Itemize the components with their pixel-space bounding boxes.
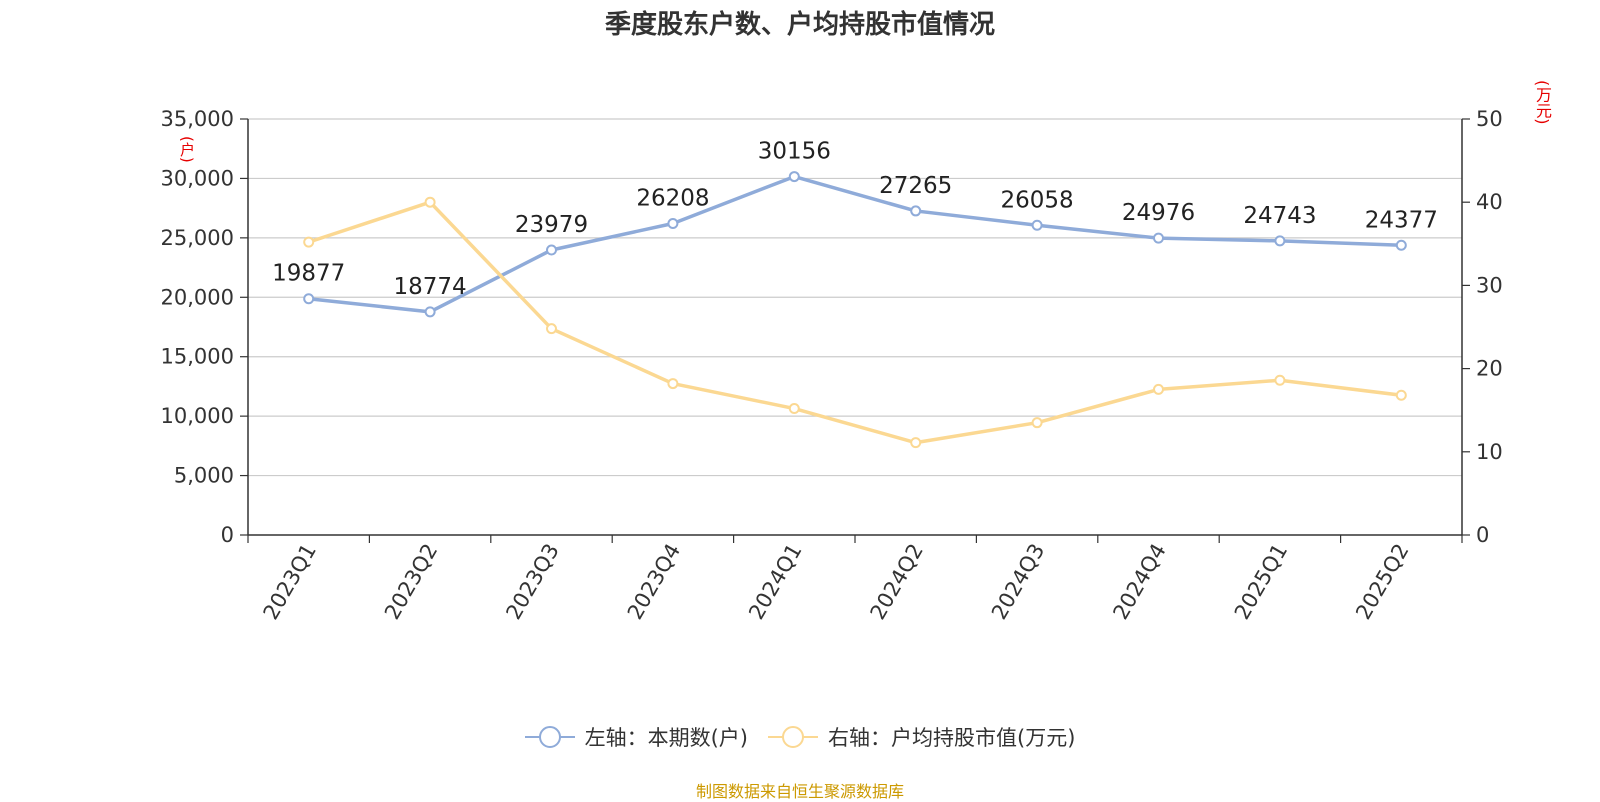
series-line-left	[308, 174, 1402, 314]
x-axis-tick-label: 2024Q4	[1108, 540, 1170, 624]
data-point-left	[1274, 235, 1286, 247]
data-label: 26058	[1001, 187, 1074, 213]
data-label: 24377	[1365, 207, 1438, 233]
legend: 左轴：本期数(户) 右轴：户均持股市值(万元)	[0, 722, 1600, 752]
data-point-left	[1395, 239, 1407, 251]
legend-right-series-label: 右轴：户均持股市值(万元)	[828, 726, 1076, 750]
left-axis-tick-label: 0	[221, 523, 234, 547]
data-label: 23979	[515, 212, 588, 238]
left-axis-tick-label: 30,000	[161, 166, 234, 190]
data-label: 24743	[1243, 203, 1316, 229]
legend-left-series-icon	[524, 725, 575, 749]
right-axis-unit: (万元)	[1533, 80, 1552, 125]
data-label: 30156	[758, 139, 831, 165]
data-point-left	[667, 217, 679, 229]
data-label: 27265	[879, 173, 952, 199]
right-axis-tick-label: 10	[1476, 440, 1503, 464]
data-point-right	[1031, 417, 1043, 429]
right-axis-tick-label: 20	[1476, 357, 1503, 381]
right-axis-tick-label: 50	[1476, 107, 1503, 131]
data-point-right	[424, 196, 436, 208]
data-label: 26208	[636, 185, 709, 211]
right-axis-tick-label: 30	[1476, 273, 1503, 297]
data-point-left	[1031, 219, 1043, 231]
x-axis-tick-label: 2023Q2	[380, 540, 442, 624]
x-axis-tick-label: 2025Q1	[1230, 540, 1292, 624]
data-point-right	[788, 403, 800, 415]
legend-item-right-series[interactable]: 右轴：户均持股市值(万元)	[768, 722, 1075, 752]
data-point-right	[910, 437, 922, 449]
data-point-right	[1153, 383, 1164, 395]
x-axis-tick-label: 2023Q3	[501, 540, 563, 624]
x-axis-tick-label: 2024Q3	[987, 540, 1049, 624]
data-point-right	[303, 236, 315, 248]
legend-item-left-series[interactable]: 左轴：本期数(户)	[524, 722, 748, 752]
left-axis-tick-label: 15,000	[161, 345, 234, 369]
left-axis-unit: (户)	[178, 136, 196, 163]
legend-right-series-icon	[768, 725, 818, 749]
series-line-right	[308, 200, 1402, 445]
legend-left-series-label: 左轴：本期数(户)	[584, 726, 748, 750]
data-point-left	[546, 244, 557, 256]
data-point-left	[788, 171, 800, 183]
chart-title: 季度股东户数、户均持股市值情况	[604, 10, 995, 40]
data-source-note: 制图数据来自恒生聚源数据库	[695, 782, 904, 801]
left-axis-tick-label: 10,000	[161, 404, 234, 428]
x-axis-tick-label: 2024Q2	[866, 540, 928, 624]
left-axis-tick-label: 35,000	[161, 107, 234, 131]
data-point-left	[1153, 232, 1164, 244]
data-point-left	[303, 293, 315, 305]
x-axis-tick-label: 2023Q1	[259, 540, 321, 624]
data-label: 24976	[1122, 200, 1195, 226]
right-axis-tick-label: 0	[1476, 523, 1489, 547]
data-point-right	[667, 378, 679, 390]
left-axis-tick-label: 25,000	[161, 226, 234, 250]
data-label: 19877	[272, 261, 345, 287]
data-point-left	[910, 205, 922, 217]
x-axis-tick-label: 2024Q1	[744, 540, 806, 624]
left-axis-tick-label: 20,000	[161, 285, 234, 309]
data-point-right	[1395, 389, 1407, 401]
data-point-right	[546, 323, 557, 335]
data-point-left	[424, 306, 436, 318]
data-point-right	[1274, 374, 1286, 386]
x-axis-tick-label: 2025Q2	[1351, 540, 1413, 624]
x-axis-tick-label: 2023Q4	[623, 540, 685, 624]
left-axis-tick-label: 5,000	[174, 464, 234, 488]
data-label: 18774	[394, 274, 467, 300]
right-axis-tick-label: 40	[1476, 190, 1503, 214]
